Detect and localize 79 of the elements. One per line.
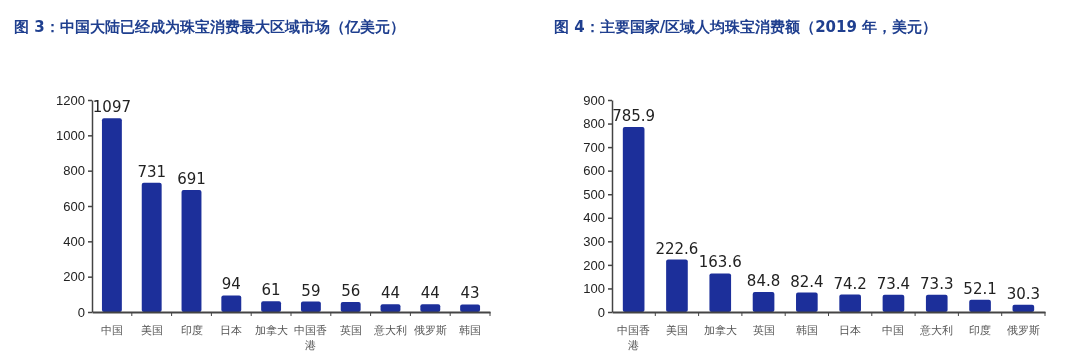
x-tick-label: 俄罗斯 bbox=[1006, 324, 1040, 337]
bar bbox=[925, 294, 948, 312]
data-label: 691 bbox=[177, 169, 206, 188]
x-tick-label: 印度 bbox=[969, 324, 992, 337]
x-tick-label: 美国 bbox=[665, 324, 688, 337]
x-tick-label: 加拿大 bbox=[254, 324, 288, 337]
data-label: 222.6 bbox=[655, 239, 699, 258]
bar bbox=[221, 295, 242, 312]
y-tick-label: 200 bbox=[63, 269, 85, 285]
y-tick-label: 600 bbox=[63, 198, 85, 214]
x-tick-label: 韩国 bbox=[795, 324, 818, 337]
x-tick-label: 意大利 bbox=[919, 324, 954, 337]
data-label: 43 bbox=[460, 284, 480, 303]
y-tick-label: 600 bbox=[583, 163, 605, 179]
x-tick-label: 意大利 bbox=[373, 324, 407, 337]
x-tick-label: 加拿大 bbox=[703, 324, 737, 337]
bar bbox=[460, 304, 481, 312]
y-tick-label: 1000 bbox=[56, 127, 85, 143]
x-tick-label: 美国 bbox=[140, 324, 163, 337]
bar bbox=[101, 118, 122, 312]
bar bbox=[300, 301, 321, 312]
y-tick-label: 400 bbox=[583, 210, 605, 226]
x-tick-label: 俄罗斯 bbox=[413, 324, 447, 337]
data-label: 59 bbox=[301, 281, 321, 300]
data-label: 44 bbox=[380, 284, 401, 303]
y-tick-label: 800 bbox=[63, 163, 85, 179]
y-tick-label: 0 bbox=[597, 304, 605, 320]
data-label: 82.4 bbox=[790, 272, 824, 291]
data-label: 1097 bbox=[92, 98, 131, 117]
bar bbox=[261, 301, 282, 312]
x-tick-label: 中国 bbox=[882, 324, 905, 337]
y-tick-label: 100 bbox=[583, 281, 605, 297]
bar bbox=[752, 292, 775, 312]
y-tick-label: 300 bbox=[583, 233, 605, 249]
data-label: 56 bbox=[341, 282, 361, 301]
data-label: 163.6 bbox=[698, 253, 742, 272]
y-tick-label: 400 bbox=[63, 233, 85, 249]
bar bbox=[839, 294, 861, 312]
bar bbox=[1012, 304, 1035, 312]
data-label: 74.2 bbox=[833, 274, 867, 293]
data-label: 44 bbox=[420, 284, 440, 303]
data-label: 731 bbox=[137, 162, 167, 181]
data-label: 73.3 bbox=[920, 274, 954, 293]
y-tick-label: 900 bbox=[583, 92, 605, 108]
bar bbox=[882, 294, 905, 312]
data-label: 30.3 bbox=[1006, 284, 1041, 303]
y-tick-label: 1200 bbox=[56, 92, 85, 108]
bar bbox=[969, 299, 991, 312]
data-label: 73.4 bbox=[876, 274, 911, 293]
data-label: 52.1 bbox=[963, 279, 997, 298]
bar bbox=[666, 259, 688, 312]
bar bbox=[796, 292, 818, 312]
bar bbox=[340, 302, 361, 312]
bar bbox=[420, 304, 441, 312]
bar bbox=[181, 189, 202, 312]
bar bbox=[709, 273, 732, 312]
x-tick-label: 韩国 bbox=[459, 324, 482, 337]
bar bbox=[622, 126, 645, 312]
y-tick-label: 500 bbox=[583, 186, 605, 202]
x-tick-label: 中国香港 bbox=[617, 324, 651, 352]
x-tick-label: 中国 bbox=[100, 324, 123, 337]
x-tick-label: 日本 bbox=[839, 324, 862, 337]
data-label: 61 bbox=[261, 281, 281, 300]
y-tick-label: 200 bbox=[583, 257, 605, 273]
y-tick-label: 0 bbox=[77, 304, 85, 320]
data-label: 785.9 bbox=[612, 106, 656, 125]
y-tick-label: 700 bbox=[583, 139, 605, 155]
x-tick-label: 中国香港 bbox=[294, 324, 328, 352]
x-tick-label: 日本 bbox=[220, 324, 243, 337]
chart-title: 图 4：主要国家/区域人均珠宝消费额（2019 年，美元） bbox=[554, 18, 938, 36]
data-label: 94 bbox=[221, 275, 241, 294]
x-tick-label: 印度 bbox=[180, 324, 203, 337]
chart-title: 图 3：中国大陆已经成为珠宝消费最大区域市场（亿美元） bbox=[14, 18, 405, 36]
x-tick-label: 英国 bbox=[752, 324, 775, 337]
bar bbox=[380, 304, 401, 312]
bar bbox=[141, 182, 162, 312]
data-label: 84.8 bbox=[746, 272, 781, 291]
x-tick-label: 英国 bbox=[339, 324, 362, 337]
y-tick-label: 800 bbox=[583, 116, 605, 132]
